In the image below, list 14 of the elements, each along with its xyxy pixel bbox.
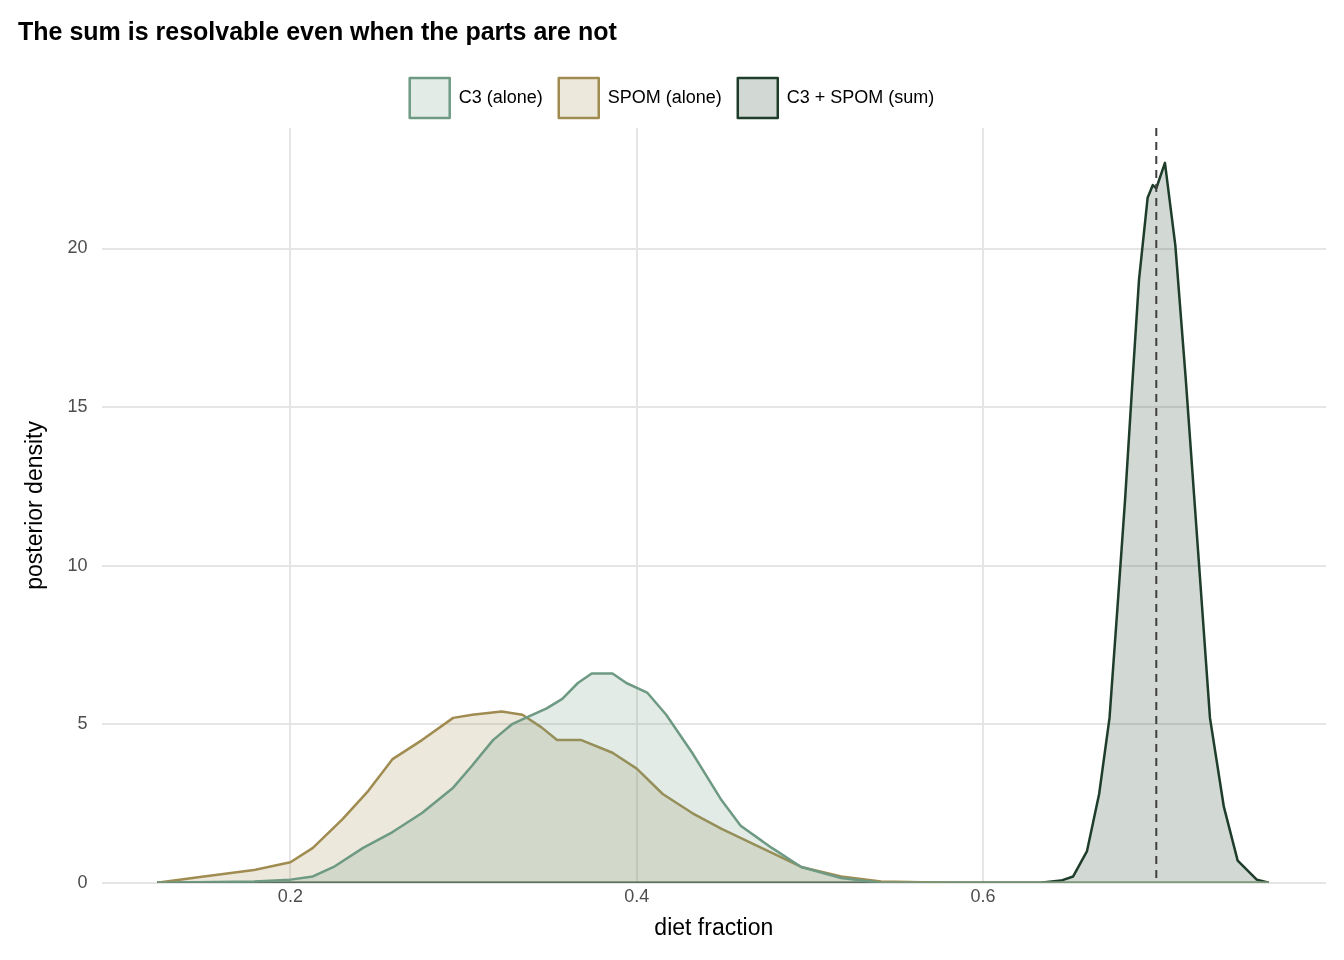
legend-label: C3 (alone) [458,86,543,107]
y-tick-label: 20 [67,237,88,258]
y-axis-title: posterior density [21,420,48,590]
legend-label: C3 + SPOM (sum) [786,86,935,107]
y-tick-label: 10 [67,554,88,575]
x-axis-title: diet fraction [654,913,774,940]
y-tick-label: 5 [77,713,88,734]
y-tick-label: 15 [67,396,88,417]
legend-label: SPOM (alone) [607,86,722,107]
chart-title: The sum is resolvable even when the parts are not [18,16,618,45]
y-tick-label: 0 [77,871,88,892]
x-tick-label: 0.2 [277,885,303,906]
x-tick-label: 0.4 [624,885,650,906]
x-tick-label: 0.6 [970,885,996,906]
